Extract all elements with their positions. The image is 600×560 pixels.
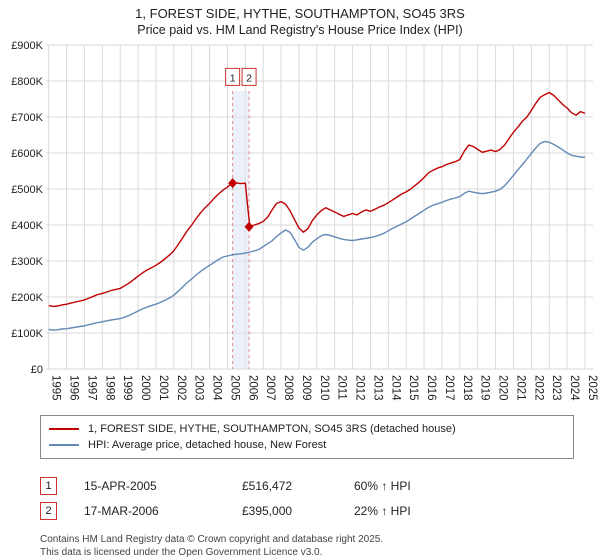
x-axis-label: 2021 [514,375,526,401]
transaction-row: 1 15-APR-2005 £516,472 60% ↑ HPI [40,473,600,498]
sale-label-box [225,67,241,86]
x-axis-label: 2004 [211,375,223,401]
series-line-price-paid [48,91,586,308]
transaction-hpi-delta: 60% ↑ HPI [354,478,411,493]
y-axis-label: £500K [11,184,43,196]
page-title: 1, FOREST SIDE, HYTHE, SOUTHAMPTON, SO45… [135,6,465,21]
price-chart: 1 2 £0 £100K £200K £300K £400K £500K £600K £700K £… [11,40,598,401]
y-axis-label: £600K [11,148,43,160]
x-axis-label: 1995 [50,375,62,401]
legend-item-hpi: HPI: Average price, detached house, New … [49,437,565,453]
y-axis-label: £300K [11,256,43,268]
y-axis-label: £400K [11,220,43,232]
chart-legend: 1, FOREST SIDE, HYTHE, SOUTHAMPTON, SO45… [40,415,574,459]
x-axis-label: 2022 [532,375,544,401]
transaction-row: 2 17-MAR-2006 £395,000 22% ↑ HPI [40,498,600,523]
x-axis-label: 1996 [68,375,80,401]
transactions-table: 1 15-APR-2005 £516,472 60% ↑ HPI 2 17-MA… [40,473,600,523]
transaction-number-badge: 2 [40,501,57,520]
x-axis-label: 2005 [228,375,240,401]
x-axis-label: 2015 [407,375,419,401]
x-axis-label: 2014 [389,375,401,401]
x-axis-label: 2025 [586,375,598,401]
sale-label-number: 2 [246,72,252,84]
y-axis-label: £0 [31,364,43,376]
x-axis-label: 1997 [85,375,97,401]
x-axis-label: 1999 [121,375,133,401]
x-axis-label: 2023 [550,375,562,401]
license-line-2: This data is licensed under the Open Gov… [40,547,323,558]
x-axis-label: 2001 [157,375,169,401]
y-axis-label: £700K [11,112,43,124]
transaction-price: £395,000 [242,503,293,518]
x-axis-label: 2012 [354,375,366,401]
y-axis-label: £900K [11,40,43,52]
x-axis-label: 2016 [425,375,437,401]
legend-item-price-paid: 1, FOREST SIDE, HYTHE, SOUTHAMPTON, SO45… [49,421,565,437]
x-axis-label: 2013 [371,375,383,401]
x-axis-label: 2000 [139,375,151,401]
sale-label-box [241,67,257,86]
license-line-1: Contains HM Land Registry data © Crown c… [40,534,384,545]
x-axis-label: 2006 [246,375,258,401]
legend-label-hpi: HPI: Average price, detached house, New … [88,439,327,451]
series-line-hpi [48,140,586,331]
y-axis-label: £200K [11,292,43,304]
transaction-date: 15-APR-2005 [84,478,157,493]
transaction-number-badge: 1 [40,476,57,495]
x-axis-label: 2003 [193,375,205,401]
x-axis-label: 2011 [336,375,348,400]
y-axis-label: £100K [11,328,43,340]
transaction-price: £516,472 [242,478,293,493]
legend-line-sample-red [49,428,79,430]
x-axis-label: 2008 [282,375,294,401]
x-axis-label: 2010 [318,375,330,401]
x-axis-label: 2020 [497,375,509,401]
legend-line-sample-blue [49,444,79,446]
x-axis-label: 2007 [264,375,276,401]
sale-marker-diamond [228,178,238,189]
legend-label-price-paid: 1, FOREST SIDE, HYTHE, SOUTHAMPTON, SO45… [88,423,456,435]
transaction-hpi-delta: 22% ↑ HPI [354,503,411,518]
x-axis-label: 1998 [103,375,115,401]
page-subtitle: Price paid vs. HM Land Registry's House … [137,23,463,37]
license-note: Contains HM Land Registry data © Crown c… [40,533,600,559]
sale-label-number: 1 [230,72,236,84]
x-axis-label: 2009 [300,375,312,401]
sale-marker-diamond [244,221,254,232]
x-axis-label: 2019 [479,375,491,401]
x-axis-label: 2024 [568,375,580,401]
x-axis-label: 2002 [175,375,187,401]
x-axis-label: 2018 [461,375,473,401]
transaction-date: 17-MAR-2006 [84,503,159,518]
x-axis-label: 2017 [443,375,455,401]
y-axis-label: £800K [11,76,43,88]
sale-period-band [232,91,250,369]
